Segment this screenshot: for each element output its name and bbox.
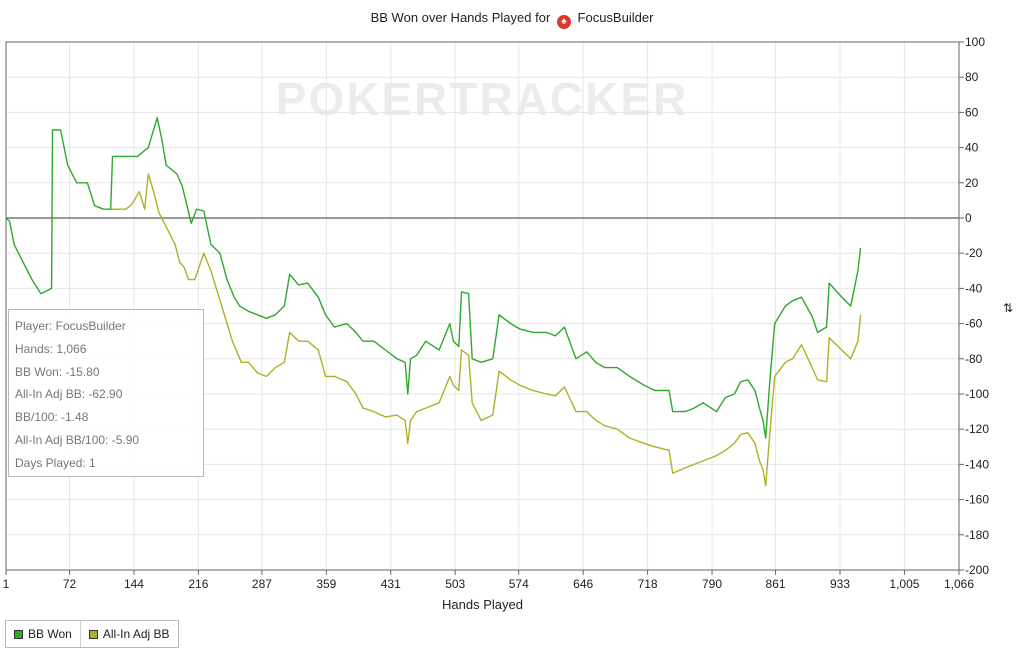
x-tick-label: 144 [124, 577, 144, 591]
x-tick-label: 1 [3, 577, 10, 591]
y-tick-label: -160 [965, 493, 989, 507]
x-tick-label: 503 [445, 577, 465, 591]
y-tick-label: 60 [965, 105, 979, 119]
x-tick-label: 359 [316, 577, 336, 591]
series-line-all-in-adj-bb [110, 173, 862, 487]
x-tick-label: 1,066 [944, 577, 974, 591]
y-axis-unit-symbol: ⇅ [1003, 301, 1013, 315]
player-stats-box: Player: FocusBuilder Hands: 1,066 BB Won… [8, 309, 204, 477]
stat-days-played: Days Played: 1 [15, 455, 96, 470]
stat-bb-won: BB Won: -15.80 [15, 364, 100, 379]
pokerstars-spade-icon: ♠ [556, 15, 571, 29]
chart-title: BB Won over Hands Played for ♠ FocusBuil… [0, 10, 1024, 29]
y-tick-label: -120 [965, 422, 989, 436]
x-tick-label: 431 [381, 577, 401, 591]
x-tick-label: 287 [252, 577, 272, 591]
x-tick-label: 216 [188, 577, 208, 591]
y-tick-label: 40 [965, 141, 979, 155]
x-tick-label: 718 [638, 577, 658, 591]
chart-legend: BB Won All-In Adj BB [5, 620, 179, 648]
stat-player: Player: FocusBuilder [15, 319, 126, 333]
legend-item-all-in-adj-bb[interactable]: All-In Adj BB [79, 621, 178, 647]
x-tick-label: 646 [573, 577, 593, 591]
stat-all-in-adj-bb: All-In Adj BB: -62.90 [15, 387, 123, 402]
y-tick-label: -140 [965, 457, 989, 471]
legend-swatch-bb-won [14, 629, 23, 639]
stat-hands: Hands: 1,066 [15, 341, 87, 356]
x-axis-title: Hands Played [442, 597, 523, 612]
legend-item-bb-won[interactable]: BB Won [6, 621, 80, 647]
watermark-text: POKERTRACKER [276, 73, 688, 125]
x-tick-label: 861 [766, 577, 786, 591]
y-tick-label: -180 [965, 528, 989, 542]
y-tick-label: -100 [965, 387, 989, 401]
x-tick-label: 933 [830, 577, 850, 591]
y-tick-label: 0 [965, 211, 972, 225]
y-tick-label: -20 [965, 246, 983, 260]
y-tick-label: 80 [965, 70, 979, 84]
plot-border [5, 41, 960, 571]
y-tick-label: -80 [965, 352, 983, 366]
stat-all-in-adj-bb-per-100: All-In Adj BB/100: -5.90 [15, 432, 140, 447]
x-tick-label: 790 [702, 577, 722, 591]
legend-swatch-all-in-adj-bb [88, 629, 98, 639]
y-tick-label: -40 [965, 281, 983, 295]
chart-title-player: FocusBuilder [577, 10, 654, 25]
series-line-bb-won [5, 117, 862, 439]
x-tick-label: 72 [63, 577, 77, 591]
y-tick-label: -60 [965, 317, 983, 331]
x-tick-label: 1,005 [889, 577, 919, 591]
plot-area [6, 42, 959, 570]
x-tick-label: 574 [509, 577, 529, 591]
y-tick-label: 100 [965, 35, 985, 49]
legend-label-bb-won: BB Won [28, 627, 72, 641]
y-tick-label: 20 [965, 176, 979, 190]
chart-title-prefix: BB Won over Hands Played for [370, 10, 551, 25]
legend-label-all-in-adj-bb: All-In Adj BB [102, 627, 170, 641]
stat-bb-per-100: BB/100: -1.48 [15, 410, 89, 425]
y-tick-label: -200 [965, 563, 989, 577]
